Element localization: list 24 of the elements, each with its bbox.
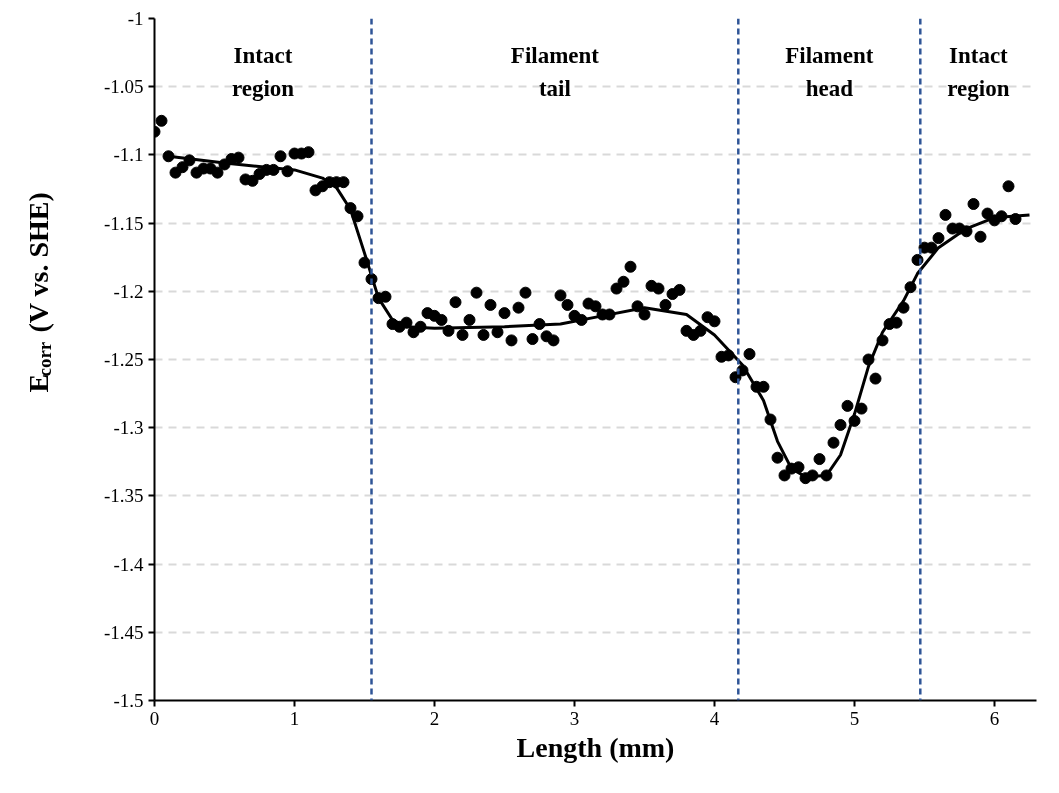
- y-tick-label: -1: [127, 8, 144, 29]
- y-tick-label: -1.05: [103, 76, 144, 98]
- x-axis-title: Length (mm): [516, 731, 675, 763]
- y-tick-label: -1.2: [113, 280, 144, 302]
- y-axis-title: Ecorr (V vs. SHE): [23, 192, 55, 393]
- x-tick-label: 3: [569, 707, 580, 729]
- annotation: Intact region: [947, 42, 1010, 102]
- x-tick-label: 0: [149, 707, 160, 729]
- x-tick-label: 4: [709, 707, 720, 729]
- x-tick-label: 6: [989, 707, 1000, 729]
- annotation: Filament tail: [510, 42, 600, 102]
- y-tick-label: -1.1: [113, 144, 144, 166]
- x-tick-label: 2: [429, 707, 440, 729]
- y-tick-label: -1.25: [103, 349, 144, 370]
- annotation: Filament head: [785, 42, 874, 102]
- y-tick-label: -1.35: [103, 485, 144, 507]
- y-tick-label: -1.15: [103, 212, 144, 234]
- y-tick-label: -1.5: [113, 690, 144, 711]
- y-tick-label: -1.45: [103, 621, 144, 643]
- annotation: Intact region: [231, 42, 295, 102]
- x-tick-label: 1: [289, 707, 300, 729]
- y-tick-label: -1.4: [113, 553, 144, 575]
- x-tick-label: 5: [849, 707, 860, 729]
- y-tick-label: -1.3: [113, 417, 144, 439]
